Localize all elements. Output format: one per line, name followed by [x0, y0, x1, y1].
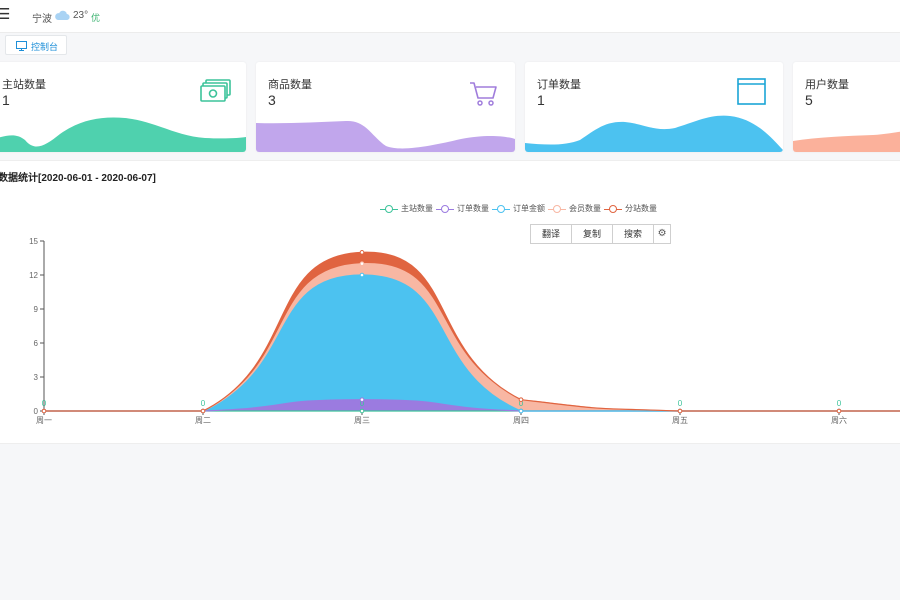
legend-dot	[441, 205, 449, 213]
y-tick-label: 15	[29, 237, 38, 246]
search-button[interactable]: 搜索	[613, 225, 655, 243]
data-point	[359, 250, 365, 255]
tab-bar: 控制台	[0, 33, 900, 57]
data-label: 0	[360, 399, 365, 408]
legend-label: 分站数量	[625, 204, 657, 213]
legend-label: 会员数量	[569, 204, 601, 213]
y-tick-label: 0	[34, 407, 39, 416]
card-title: 订单数量	[537, 79, 581, 91]
card-title: 商品数量	[268, 79, 312, 91]
card-orders[interactable]: 订单数量 1	[525, 62, 783, 152]
series-area-2	[44, 275, 900, 412]
x-tick-label: 周五	[672, 416, 688, 425]
data-point	[359, 261, 365, 266]
window-icon	[737, 78, 766, 105]
legend-dot	[497, 205, 505, 213]
data-label: 0	[42, 399, 47, 408]
data-point	[359, 272, 365, 278]
x-tick-label: 周六	[831, 415, 847, 425]
stats-chart: 03691215周一周二周三周四周五周六周日0000000	[29, 237, 900, 425]
chart-toolbox: 翻译 复制 搜索 ⚙	[530, 224, 672, 244]
card-products[interactable]: 商品数量 3	[256, 62, 515, 152]
translate-button[interactable]: 翻译	[531, 225, 573, 243]
data-point	[41, 408, 47, 414]
data-label: 0	[519, 399, 524, 408]
data-point	[518, 408, 524, 414]
x-tick-label: 周四	[513, 416, 529, 425]
card-title: 用户数量	[805, 79, 849, 91]
hamburger-icon[interactable]: ☰	[0, 6, 11, 23]
data-point	[677, 408, 683, 414]
y-tick-label: 12	[29, 271, 38, 280]
tab-console[interactable]: 控制台	[5, 35, 67, 55]
legend-label: 主站数量	[401, 204, 433, 213]
data-label: 0	[201, 399, 206, 408]
city-name: 宁波	[32, 14, 52, 25]
legend-label: 订单数量	[457, 204, 489, 213]
y-tick-label: 6	[34, 339, 39, 348]
legend-label: 订单金额	[513, 204, 545, 213]
card-users[interactable]: 用户数量 5	[793, 62, 900, 152]
data-point	[359, 408, 365, 414]
x-tick-label: 周一	[36, 416, 52, 425]
card-wave	[0, 117, 246, 152]
y-tick-label: 9	[34, 305, 39, 314]
legend-dot	[609, 205, 617, 213]
card-title: 主站数量	[2, 79, 46, 91]
panel-title: 数据统计[2020-06-01 - 2020-06-07]	[0, 173, 156, 184]
data-point	[518, 397, 524, 402]
card-value: 5	[805, 92, 813, 108]
data-point	[836, 408, 842, 414]
gear-icon[interactable]: ⚙	[657, 228, 667, 239]
card-wave	[793, 131, 900, 152]
legend-dot	[385, 205, 393, 213]
card-value: 3	[268, 92, 276, 108]
copy-button[interactable]: 复制	[572, 225, 614, 243]
monitor-icon	[16, 41, 27, 51]
data-label: 0	[678, 399, 683, 408]
data-point	[200, 408, 206, 414]
series-line-4	[43, 251, 900, 412]
cart-icon	[470, 82, 497, 106]
card-wave	[525, 115, 783, 152]
money-icon	[200, 79, 231, 102]
card-wave	[256, 120, 515, 152]
temperature: 23°	[73, 10, 89, 21]
tab-label: 控制台	[31, 42, 59, 52]
series-area-1	[44, 399, 900, 412]
card-value: 1	[2, 92, 10, 108]
air-quality: 优	[91, 13, 101, 23]
cloud-icon	[55, 10, 70, 21]
x-tick-label: 周二	[195, 416, 211, 425]
card-main-site[interactable]: 主站数量 1	[0, 62, 246, 152]
stats-panel: 数据统计[2020-06-01 - 2020-06-07] 0 3 6 9 12 15 周一…	[0, 160, 900, 444]
legend-dot	[553, 205, 561, 213]
data-label: 0	[837, 399, 842, 408]
x-tick-label: 周三	[354, 416, 370, 425]
card-value: 1	[537, 92, 545, 108]
top-bar: ☰ 宁波 23° 优	[0, 0, 900, 33]
y-tick-label: 3	[34, 373, 39, 382]
data-point	[359, 397, 365, 402]
